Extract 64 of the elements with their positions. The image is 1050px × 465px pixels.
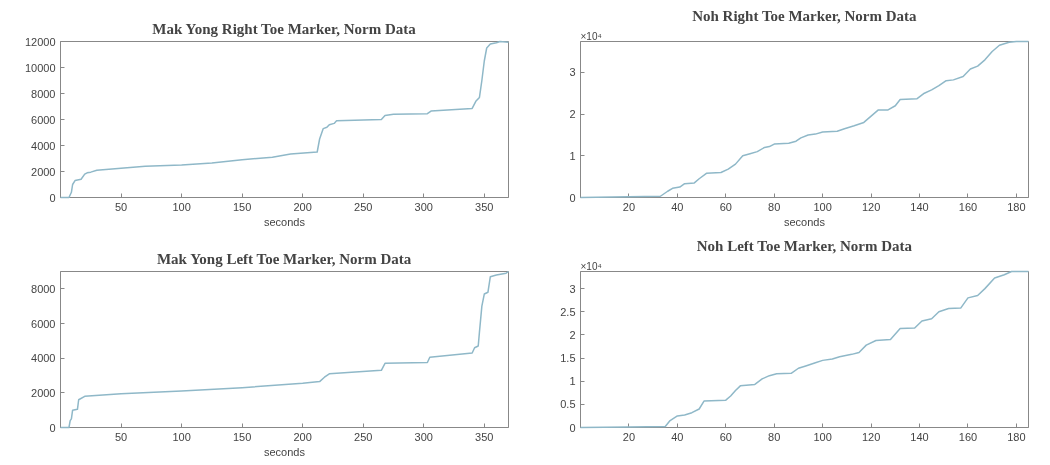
y-tick-label: 8000: [31, 282, 56, 295]
x-tick-label: 180: [1007, 200, 1026, 213]
x-tick-label: 140: [910, 200, 929, 213]
x-tick-label: 250: [354, 200, 373, 213]
y-tick-label: 10000: [24, 61, 56, 74]
y-tick-label: 0: [569, 191, 576, 204]
x-tick-label: 100: [813, 200, 832, 213]
y-tick-label: 4000: [31, 139, 56, 152]
x-tick-label: 40: [671, 430, 684, 443]
x-tick-label: 160: [958, 430, 978, 443]
x-tick-label: 300: [414, 430, 433, 443]
chart-title: Noh Right Toe Marker, Norm Data: [692, 7, 918, 24]
x-tick-label: 120: [861, 430, 881, 443]
x-axis-title: seconds: [264, 215, 306, 228]
x-tick-label: 20: [622, 430, 636, 443]
x-tick-label: 100: [172, 430, 191, 443]
x-axis-title: seconds: [264, 445, 306, 458]
chart-title: Mak Yong Left Toe Marker, Norm Data: [156, 250, 412, 267]
x-tick-label: 120: [861, 200, 881, 213]
x-tick-label: 150: [232, 430, 252, 443]
x-tick-label: 350: [475, 200, 494, 213]
x-tick-label: 250: [354, 430, 373, 443]
y-tick-label: 2000: [31, 165, 56, 178]
x-tick-label: 100: [172, 200, 191, 213]
x-tick-label: 60: [719, 200, 732, 213]
x-tick-label: 80: [768, 200, 781, 213]
y-tick-label: 8000: [31, 87, 56, 100]
y-tick-label: 0: [569, 421, 576, 434]
x-tick-label: 300: [414, 200, 433, 213]
x-tick-label: 80: [768, 430, 781, 443]
annotation: ×10⁴: [580, 260, 602, 272]
y-tick-label: 1: [569, 375, 576, 388]
y-tick-label: 2.5: [560, 305, 576, 318]
y-tick-label: 2000: [31, 386, 56, 399]
x-tick-label: 200: [293, 200, 312, 213]
y-tick-label: 1.5: [560, 352, 576, 365]
x-tick-label: 180: [1007, 430, 1026, 443]
chart-title: Mak Yong Right Toe Marker, Norm Data: [152, 20, 417, 37]
x-tick-label: 150: [232, 200, 252, 213]
y-tick-label: 4000: [31, 352, 56, 365]
x-tick-label: 160: [958, 200, 978, 213]
y-tick-label: 3: [569, 66, 576, 79]
y-tick-label: 0: [49, 421, 56, 434]
y-tick-label: 2: [569, 328, 576, 341]
y-tick-label: 2: [569, 108, 576, 121]
x-tick-label: 60: [719, 430, 732, 443]
x-axis-title: seconds: [784, 215, 826, 228]
y-tick-label: 6000: [31, 113, 56, 126]
y-tick-label: 0.5: [560, 398, 576, 411]
x-tick-label: 50: [114, 430, 128, 443]
x-tick-label: 20: [622, 200, 636, 213]
y-tick-label: 12000: [24, 35, 56, 48]
y-tick-label: 1: [569, 149, 576, 162]
x-tick-label: 50: [114, 200, 128, 213]
y-tick-label: 6000: [31, 317, 56, 330]
x-tick-label: 200: [293, 430, 312, 443]
y-tick-label: 3: [569, 282, 576, 295]
y-tick-label: 0: [49, 191, 56, 204]
x-tick-label: 350: [475, 430, 494, 443]
chart-title: Noh Left Toe Marker, Norm Data: [696, 237, 913, 254]
x-tick-label: 40: [671, 200, 684, 213]
x-tick-label: 140: [910, 430, 929, 443]
text: ×10⁴: [580, 30, 602, 42]
x-tick-label: 100: [813, 430, 832, 443]
